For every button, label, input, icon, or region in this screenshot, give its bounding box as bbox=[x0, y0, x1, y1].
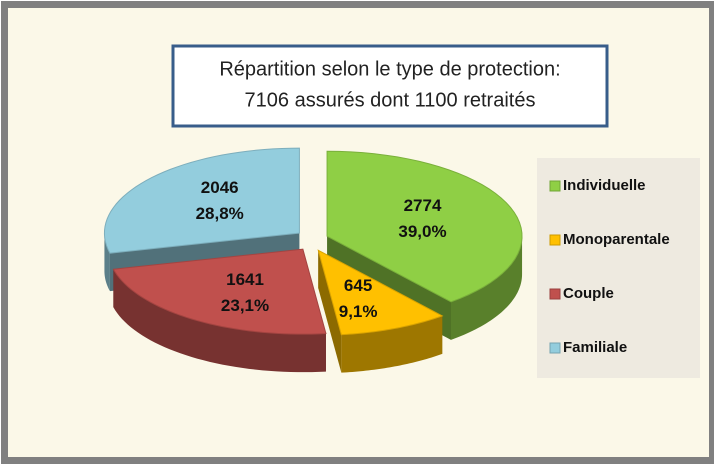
legend-swatch bbox=[549, 180, 561, 192]
data-label: 2046 bbox=[201, 178, 239, 197]
legend-label: Familiale bbox=[563, 339, 627, 356]
slice-top bbox=[112, 248, 327, 335]
slice-side bbox=[113, 269, 326, 373]
share-label: 23,1% bbox=[221, 296, 269, 315]
slice-side bbox=[104, 233, 110, 292]
legend-label: Couple bbox=[563, 285, 614, 302]
chart-title: Répartition selon le type de protection: bbox=[219, 58, 560, 80]
slice-side bbox=[451, 236, 523, 340]
legend-swatch bbox=[549, 342, 561, 354]
data-label: 1641 bbox=[226, 270, 264, 289]
chart-subtitle: 7106 assurés dont 1100 retraités bbox=[245, 89, 536, 111]
share-label: 28,8% bbox=[196, 204, 244, 223]
slice-top bbox=[103, 147, 300, 254]
slice-top bbox=[317, 249, 444, 336]
share-label: 9,1% bbox=[339, 302, 378, 321]
legend-swatch bbox=[549, 288, 561, 300]
legend-swatch bbox=[549, 234, 561, 246]
slice-top bbox=[326, 150, 523, 303]
title-box bbox=[171, 44, 609, 128]
legend-label: Monoparentale bbox=[563, 231, 670, 248]
slice bbox=[317, 249, 444, 373]
share-label: 39,0% bbox=[398, 222, 446, 241]
data-label: 645 bbox=[344, 276, 372, 295]
legend-box bbox=[537, 158, 700, 378]
data-label: 2774 bbox=[404, 196, 442, 215]
slice-side bbox=[341, 315, 443, 373]
slice-cut-face bbox=[318, 250, 342, 373]
slice bbox=[112, 248, 327, 373]
legend-label: Individuelle bbox=[563, 177, 646, 194]
